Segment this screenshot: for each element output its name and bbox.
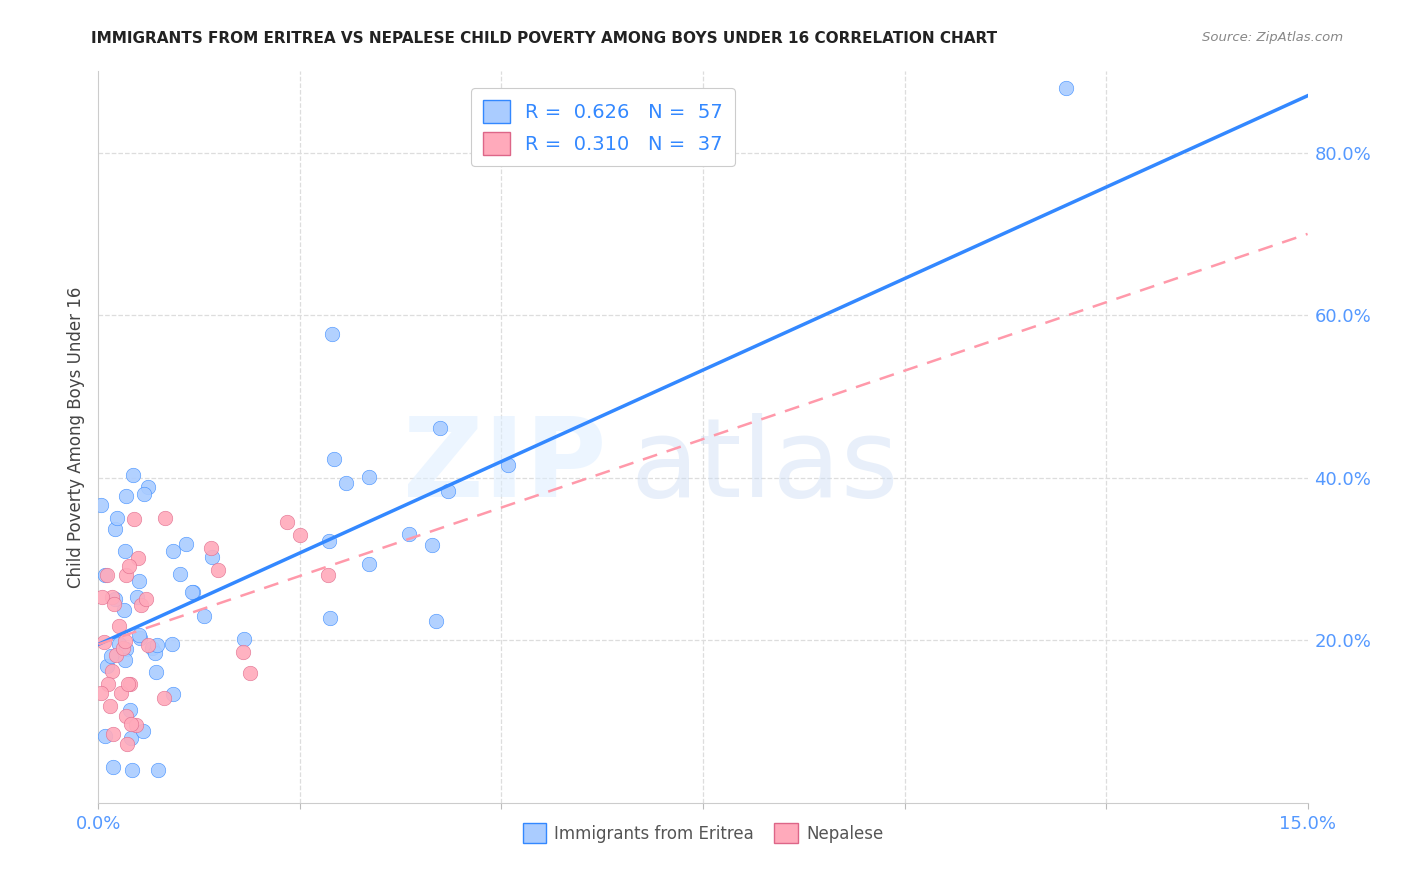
Point: [105, 511, 128, 525]
Point: [200, 541, 222, 555]
Point: [114, 634, 136, 648]
Point: [233, 632, 256, 646]
Point: [93, 634, 115, 648]
Text: IMMIGRANTS FROM ERITREA VS NEPALESE CHILD POVERTY AMONG BOYS UNDER 16 CORRELATIO: IMMIGRANTS FROM ERITREA VS NEPALESE CHIL…: [91, 31, 997, 46]
Point: [91, 590, 114, 604]
Point: [118, 677, 141, 691]
Legend: Immigrants from Eritrea, Nepalese: Immigrants from Eritrea, Nepalese: [516, 817, 890, 849]
Point: [181, 585, 204, 599]
Point: [193, 608, 215, 623]
Point: [136, 480, 159, 494]
Point: [96, 568, 118, 582]
Point: [115, 489, 138, 503]
Point: [100, 649, 122, 664]
Point: [94, 568, 117, 582]
Point: [90, 686, 112, 700]
Point: [160, 638, 183, 652]
Point: [118, 559, 141, 574]
Point: [136, 638, 159, 652]
Point: [437, 483, 460, 498]
Point: [135, 592, 157, 607]
Text: atlas: atlas: [630, 413, 898, 520]
Point: [127, 590, 149, 604]
Point: [112, 640, 135, 655]
Point: [114, 642, 136, 657]
Point: [97, 676, 120, 690]
Point: [429, 421, 451, 435]
Point: [425, 615, 447, 629]
Point: [357, 558, 380, 572]
Point: [112, 603, 135, 617]
Point: [169, 566, 191, 581]
Point: [232, 645, 254, 659]
Point: [94, 729, 117, 743]
Point: [1054, 80, 1077, 95]
Point: [131, 598, 153, 612]
Point: [420, 538, 443, 552]
Point: [201, 550, 224, 565]
Point: [101, 727, 124, 741]
Point: [100, 664, 122, 678]
Point: [121, 764, 143, 778]
Point: [120, 731, 142, 745]
Point: [335, 475, 357, 490]
Y-axis label: Child Poverty Among Boys Under 16: Child Poverty Among Boys Under 16: [66, 286, 84, 588]
Point: [107, 619, 129, 633]
Point: [127, 550, 149, 565]
Point: [153, 690, 176, 705]
Point: [115, 709, 138, 723]
Text: ZIP: ZIP: [404, 413, 606, 520]
Point: [104, 648, 127, 662]
Point: [288, 528, 311, 542]
Point: [239, 666, 262, 681]
Point: [496, 458, 519, 473]
Point: [181, 585, 204, 599]
Point: [107, 637, 129, 651]
Point: [122, 467, 145, 482]
Point: [143, 646, 166, 660]
Point: [124, 512, 146, 526]
Point: [316, 567, 339, 582]
Point: [145, 638, 167, 652]
Point: [207, 563, 229, 577]
Point: [146, 764, 169, 778]
Point: [128, 631, 150, 645]
Point: [103, 597, 125, 611]
Point: [145, 665, 167, 679]
Point: [90, 498, 112, 512]
Point: [101, 591, 124, 605]
Point: [115, 737, 138, 751]
Text: Source: ZipAtlas.com: Source: ZipAtlas.com: [1202, 31, 1343, 45]
Point: [104, 522, 127, 536]
Point: [153, 510, 176, 524]
Point: [132, 487, 155, 501]
Point: [114, 544, 136, 558]
Point: [322, 452, 344, 467]
Point: [132, 723, 155, 738]
Point: [120, 703, 142, 717]
Point: [318, 610, 340, 624]
Point: [103, 760, 125, 774]
Point: [128, 627, 150, 641]
Point: [359, 470, 381, 484]
Point: [276, 516, 298, 530]
Point: [114, 652, 136, 666]
Point: [128, 574, 150, 588]
Point: [162, 544, 184, 558]
Point: [104, 592, 127, 607]
Point: [318, 533, 340, 548]
Point: [141, 641, 163, 656]
Point: [398, 527, 420, 541]
Point: [120, 717, 142, 731]
Point: [96, 658, 118, 673]
Point: [174, 537, 197, 551]
Point: [98, 698, 121, 713]
Point: [162, 687, 184, 701]
Point: [110, 686, 132, 700]
Point: [114, 568, 136, 582]
Point: [321, 326, 343, 341]
Point: [117, 677, 139, 691]
Point: [125, 718, 148, 732]
